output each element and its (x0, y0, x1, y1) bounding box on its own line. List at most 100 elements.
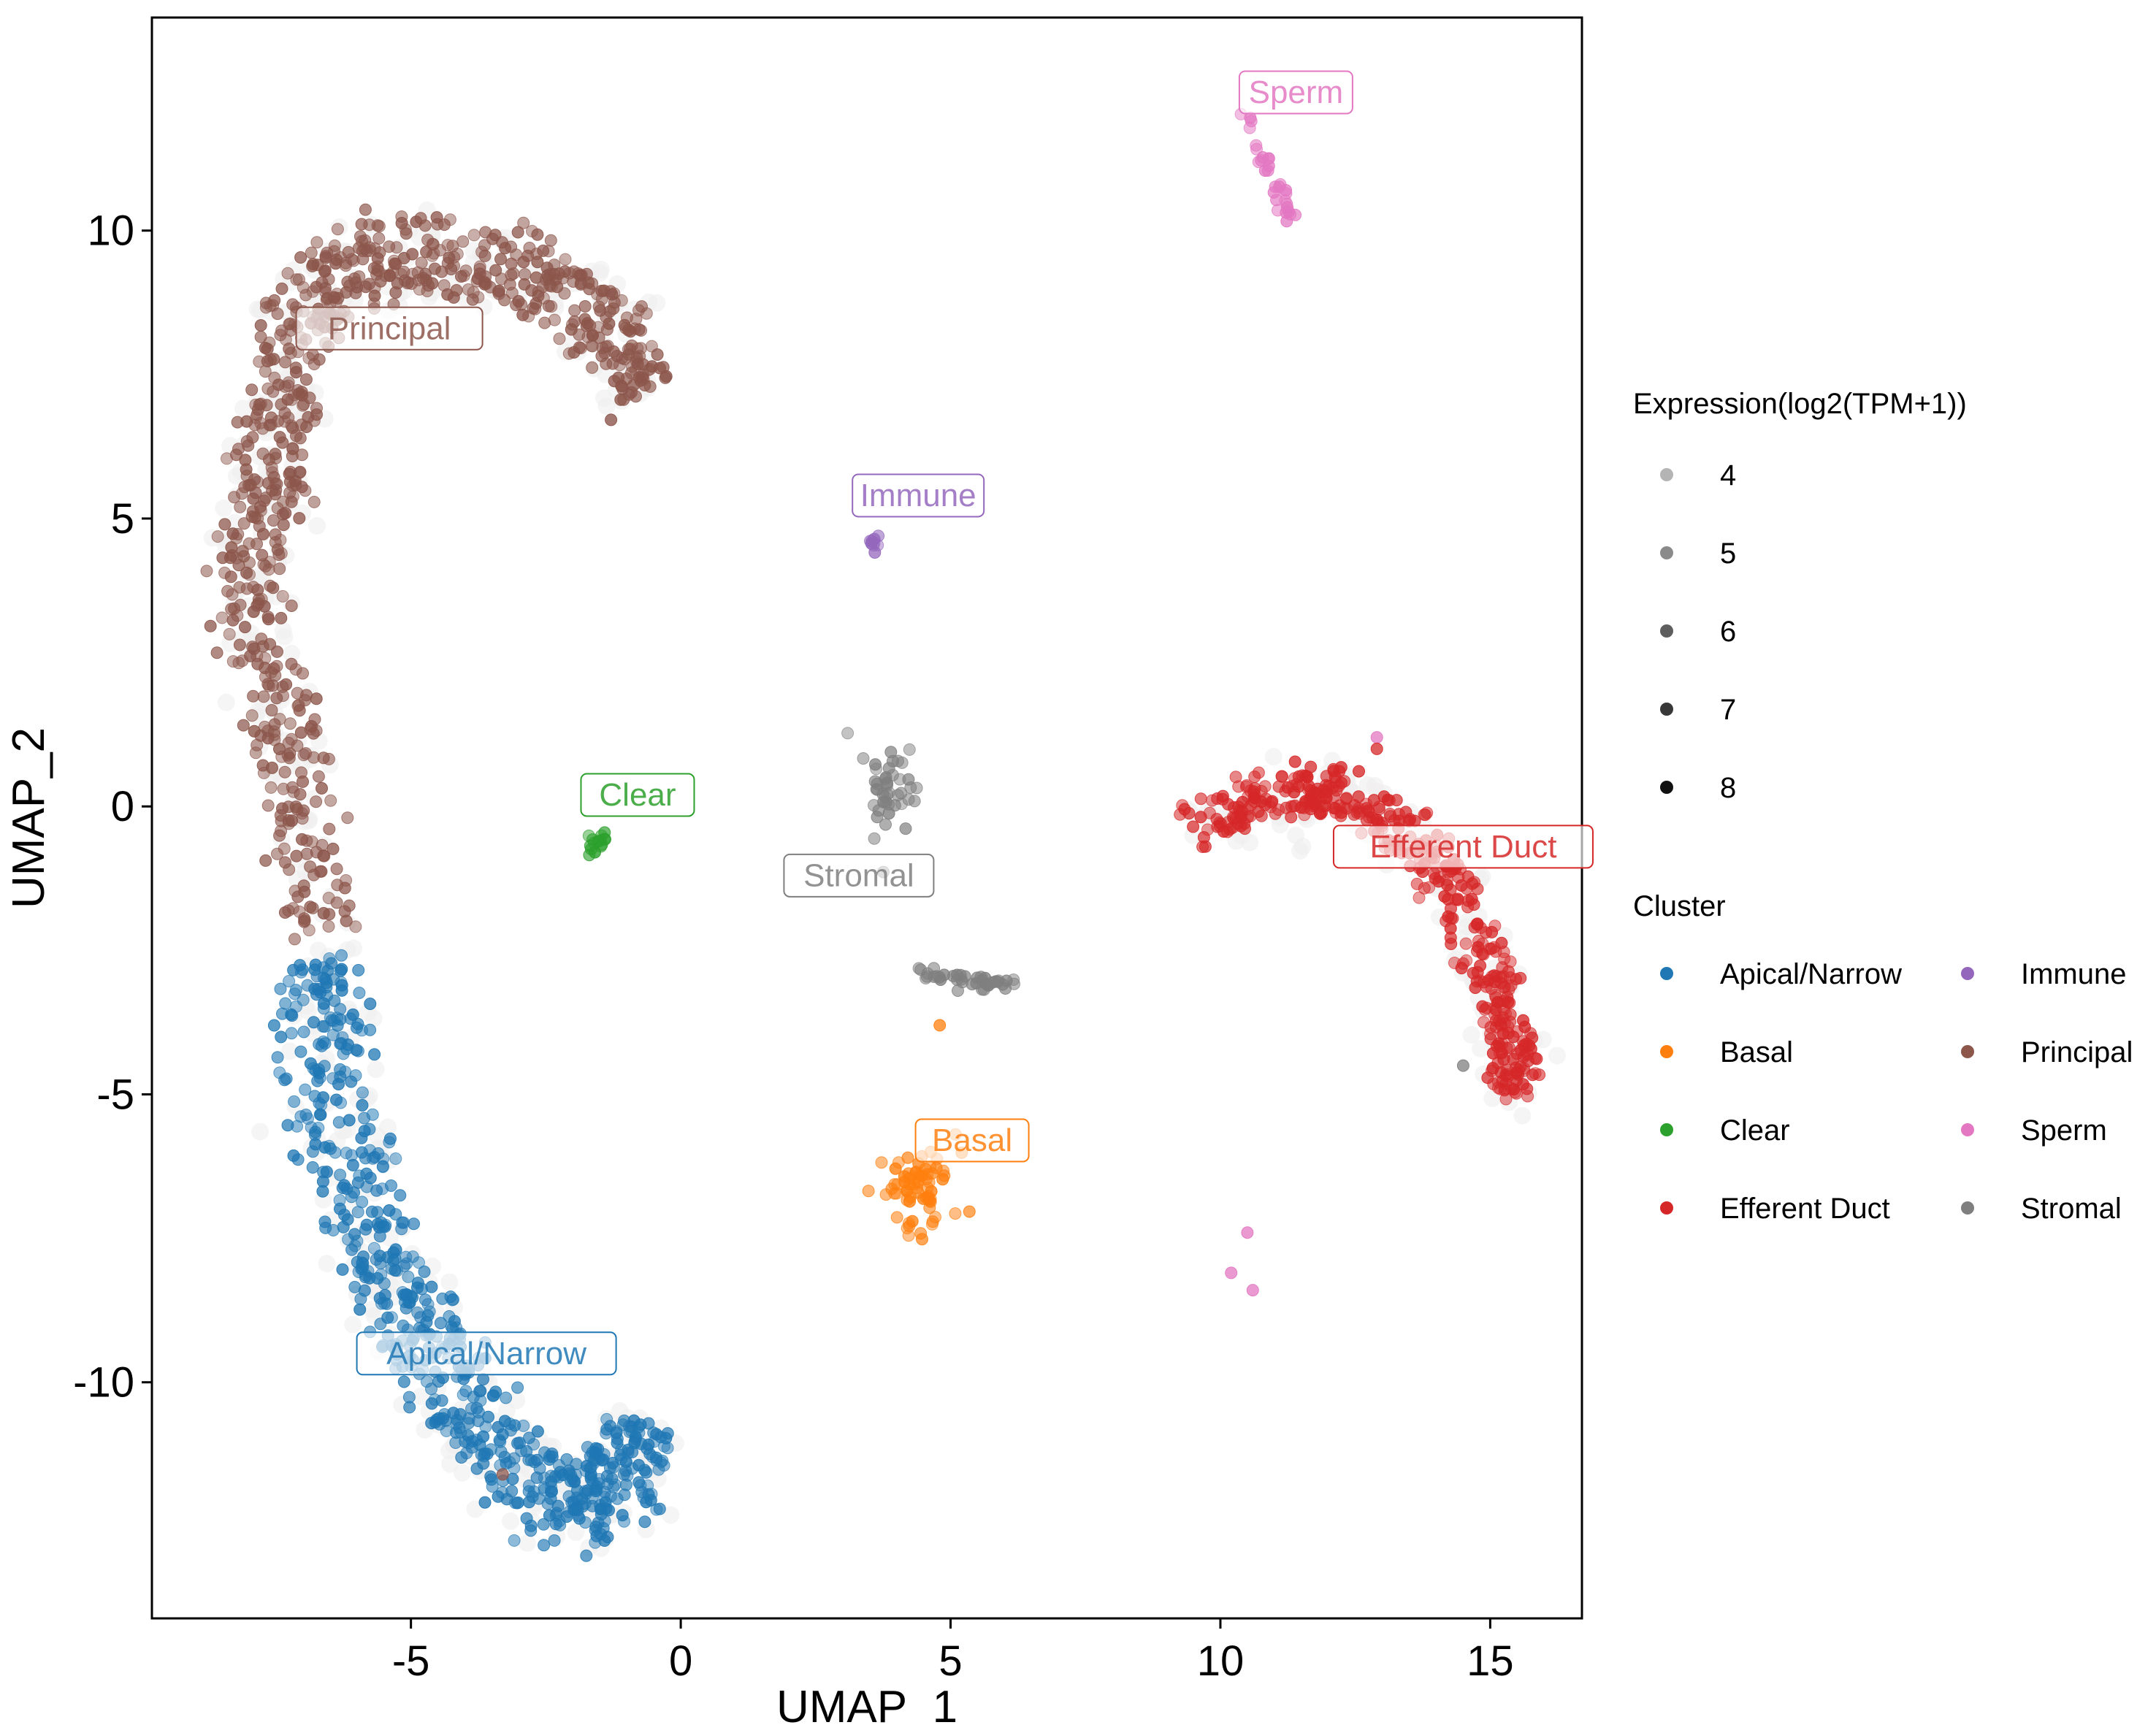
data-point-apical-narrow (353, 1303, 367, 1316)
cluster-legend-dot (1660, 1201, 1673, 1215)
size-legend-dot (1660, 703, 1673, 716)
data-point-apical-narrow (304, 1057, 317, 1070)
data-point-apical-narrow (383, 1132, 397, 1145)
data-point-apical-narrow (325, 957, 338, 970)
data-point-principal (317, 907, 330, 919)
data-point-principal (299, 484, 312, 497)
data-point-apical-narrow (456, 1388, 470, 1401)
data-point-apical-narrow (334, 1202, 346, 1215)
data-point-principal (499, 242, 512, 255)
data-point-principal (426, 237, 439, 250)
data-point-apical-narrow (343, 1114, 356, 1127)
data-point-principal (277, 519, 290, 532)
data-point-efferent-duct (1353, 765, 1365, 778)
data-point-principal (586, 361, 599, 374)
data-point-apical-narrow (462, 1412, 475, 1425)
data-point-principal (290, 273, 303, 286)
data-point-principal (451, 248, 464, 261)
data-point-principal (435, 265, 448, 278)
data-point-apical-narrow (275, 1030, 288, 1044)
data-point-apical-narrow (353, 987, 366, 999)
data-point-apical-narrow (421, 1298, 435, 1311)
data-point-principal (406, 248, 419, 261)
data-point-apical-narrow (432, 1375, 446, 1388)
data-point-basal (933, 1019, 947, 1032)
data-point-principal (259, 301, 272, 314)
data-point-efferent-duct (1502, 983, 1515, 996)
data-point-apical-narrow (642, 1488, 655, 1501)
data-point-efferent-duct (1296, 769, 1309, 782)
x-axis-title: UMAP_1 (776, 1682, 957, 1725)
data-point-principal (355, 218, 368, 231)
data-point-principal (543, 279, 557, 292)
data-point-principal (517, 256, 530, 269)
data-point-principal (233, 638, 246, 651)
data-point-apical-narrow (389, 1152, 402, 1165)
faint-point (519, 1534, 536, 1552)
data-point-apical-narrow (590, 1529, 603, 1542)
data-point-apical-narrow (524, 1519, 538, 1532)
data-point-apical-narrow (395, 1223, 408, 1236)
data-point-apical-narrow (394, 1189, 407, 1202)
data-point-apical-narrow (599, 1496, 612, 1509)
data-point-principal (268, 294, 281, 307)
cluster-legend-dot (1961, 1201, 1974, 1215)
data-point-apical-narrow (611, 1492, 624, 1505)
cluster-legend-dot (1660, 1045, 1673, 1058)
data-point-principal (287, 785, 300, 798)
data-point-efferent-duct (1494, 971, 1507, 984)
data-point-principal (414, 212, 427, 225)
data-point-apical-narrow (285, 1027, 298, 1040)
data-point-principal (240, 435, 253, 448)
data-point-basal (904, 1190, 917, 1204)
faint-point (403, 1244, 421, 1263)
data-point-apical-narrow (600, 1412, 613, 1426)
data-point-apical-narrow (484, 1443, 497, 1456)
data-point-apical-narrow (389, 1208, 402, 1221)
cluster-label-text: Immune (860, 478, 976, 513)
data-point-principal (258, 494, 271, 508)
cluster-label-text: Efferent Duct (1369, 829, 1556, 865)
cluster-label-principal: Principal (295, 306, 483, 351)
data-point-principal (624, 367, 638, 380)
data-point-apical-narrow (345, 1149, 358, 1162)
data-point-principal (251, 475, 264, 489)
data-point-apical-narrow (356, 1250, 370, 1263)
data-point-principal (630, 355, 643, 368)
data-point-efferent-duct (1229, 770, 1242, 784)
data-point-principal (257, 690, 270, 703)
data-point-apical-narrow (332, 1078, 345, 1090)
data-point-principal (276, 436, 289, 449)
data-point-principal (259, 854, 272, 867)
data-point-principal (360, 245, 373, 258)
data-point-principal (496, 1468, 509, 1481)
data-point-apical-narrow (450, 1418, 463, 1431)
data-point-efferent-duct (1419, 808, 1432, 822)
faint-point (251, 1122, 270, 1141)
size-legend-title: Expression(log2(TPM+1)) (1633, 388, 1967, 420)
data-point-efferent-duct (1521, 1082, 1534, 1095)
data-point-basal (929, 1211, 941, 1223)
data-point-principal (281, 267, 294, 280)
size-legend-dot (1660, 468, 1673, 481)
data-point-principal (415, 256, 428, 269)
data-point-principal (282, 379, 295, 392)
data-point-apical-narrow (508, 1534, 521, 1547)
data-point-apical-narrow (352, 964, 365, 976)
data-point-apical-narrow (316, 1185, 329, 1198)
data-point-apical-narrow (271, 1051, 284, 1064)
data-point-efferent-duct (1383, 808, 1396, 820)
data-point-basal (949, 1207, 962, 1220)
data-point-principal (273, 829, 286, 842)
data-point-efferent-duct (1370, 742, 1383, 755)
data-point-apical-narrow (657, 1459, 670, 1472)
y-tick-label: -10 (73, 1359, 134, 1407)
data-point-principal (247, 605, 260, 619)
data-point-principal (210, 646, 223, 659)
data-point-principal (537, 291, 550, 305)
data-point-apical-narrow (397, 1375, 410, 1388)
data-point-principal (478, 249, 492, 262)
data-point-efferent-duct (1313, 795, 1326, 808)
data-point-apical-narrow (465, 1441, 478, 1454)
data-point-efferent-duct (1489, 1014, 1502, 1028)
